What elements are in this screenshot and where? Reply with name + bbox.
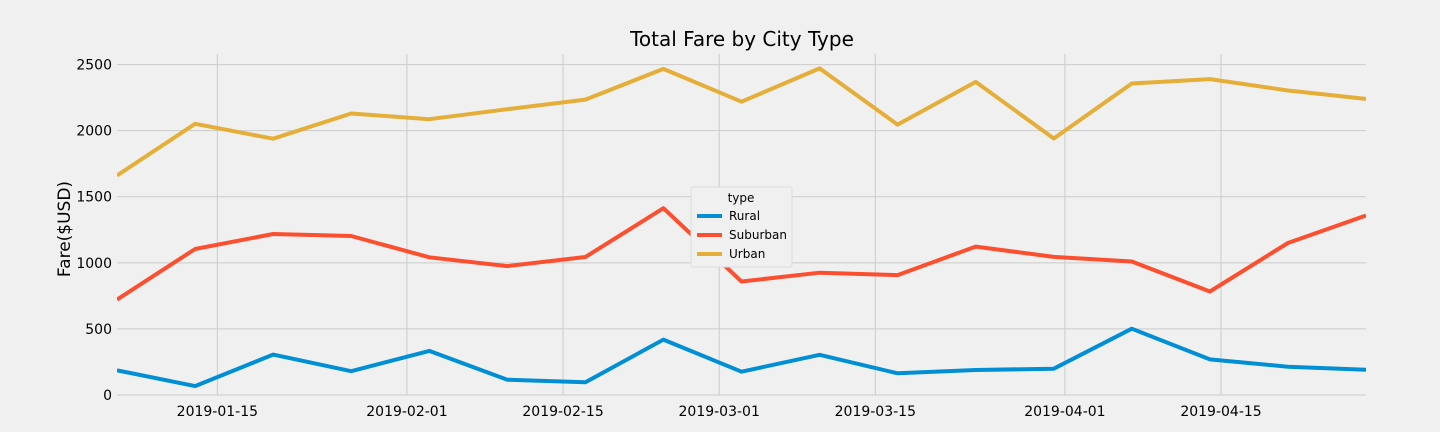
x-tick-label: 2019-03-01	[679, 404, 760, 420]
legend-box	[690, 186, 793, 268]
y-tick-label: 1000	[76, 256, 112, 272]
legend-label-suburban: Suburban	[729, 228, 787, 242]
y-tick-labels: 0 500 1000 1500 2000 2500	[76, 58, 112, 404]
y-tick-label: 500	[85, 322, 112, 338]
x-tick-label: 2019-04-15	[1180, 404, 1261, 420]
legend-label-urban: Urban	[729, 247, 765, 261]
series-lines	[117, 66, 1366, 389]
y-tick-label: 1500	[76, 190, 112, 206]
series-line-rural	[117, 326, 1366, 389]
series-line-urban	[117, 66, 1366, 178]
legend-label-rural: Rural	[729, 209, 760, 223]
y-tick-label: 2000	[76, 124, 112, 140]
x-tick-label: 2019-01-15	[177, 404, 258, 420]
x-tick-label: 2019-04-01	[1024, 404, 1105, 420]
x-tick-labels: 2019-01-15 2019-02-01 2019-02-15 2019-03-01…	[177, 404, 1262, 420]
chart-title: Total Fare by City Type	[629, 27, 854, 51]
legend: type Rural Suburban Urban	[690, 186, 793, 268]
y-axis-label: Fare($USD)	[55, 181, 75, 277]
x-tick-label: 2019-02-01	[366, 404, 447, 420]
series-line-suburban	[117, 206, 1366, 302]
x-tick-label: 2019-03-15	[835, 404, 916, 420]
y-tick-label: 2500	[76, 58, 112, 74]
legend-title: type	[728, 191, 755, 205]
y-tick-label: 0	[103, 388, 112, 404]
x-tick-label: 2019-02-15	[522, 404, 603, 420]
